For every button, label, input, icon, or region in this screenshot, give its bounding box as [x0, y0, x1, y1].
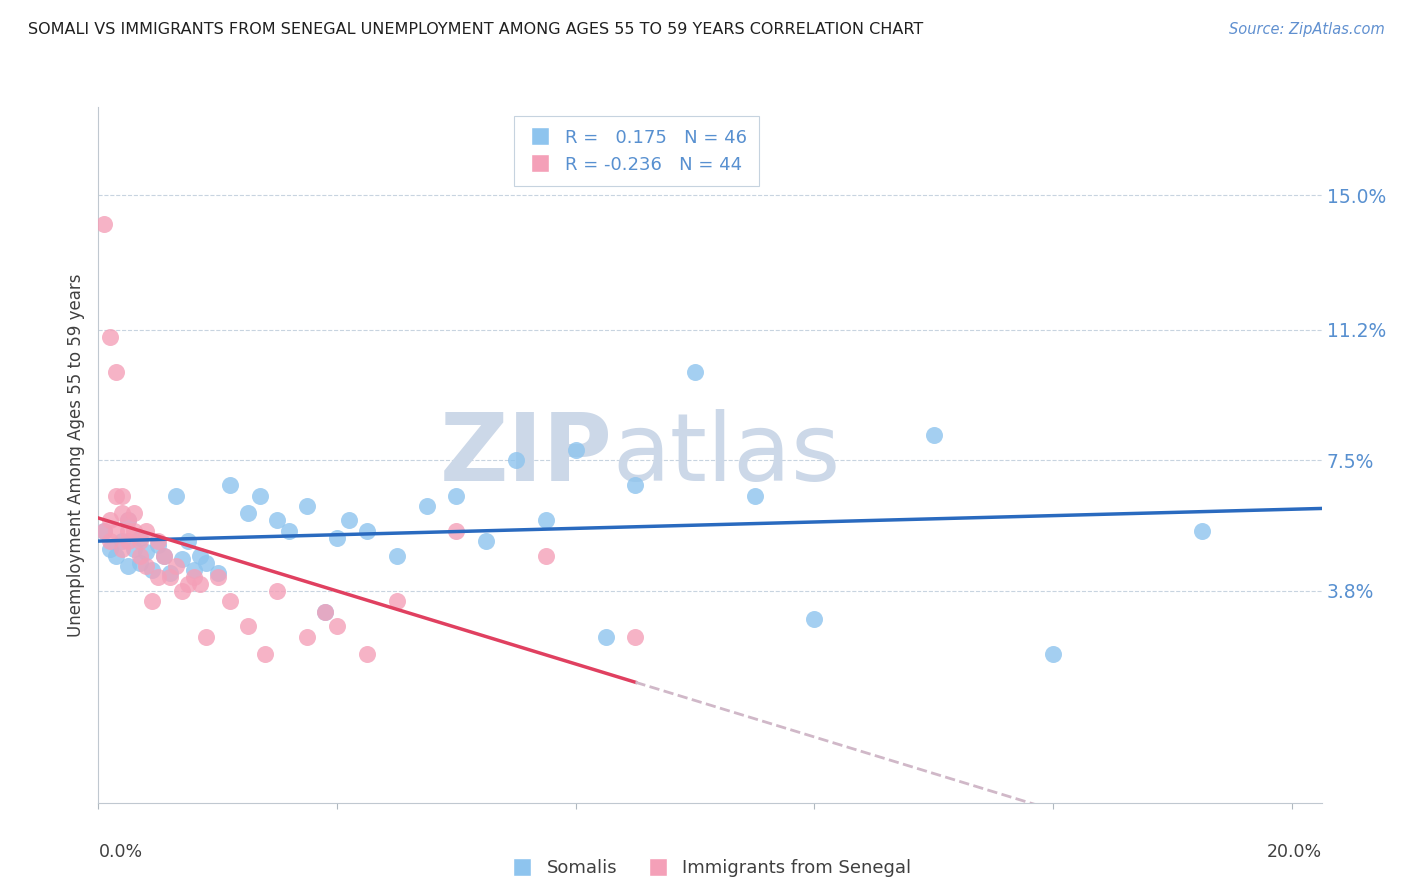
Point — [122, 506, 145, 520]
Point — [297, 630, 319, 644]
Point — [188, 549, 211, 563]
Point — [111, 534, 134, 549]
Point — [183, 570, 205, 584]
Text: 20.0%: 20.0% — [1267, 843, 1322, 861]
Point — [117, 524, 139, 538]
Point — [266, 583, 288, 598]
Point — [207, 570, 229, 584]
Point — [683, 365, 706, 379]
Point — [565, 442, 588, 457]
Point — [170, 583, 193, 598]
Point — [326, 619, 349, 633]
Point — [129, 531, 152, 545]
Point — [177, 577, 200, 591]
Point — [236, 619, 259, 633]
Point — [194, 556, 217, 570]
Point — [803, 612, 825, 626]
Point — [135, 559, 157, 574]
Point — [135, 524, 157, 538]
Point — [356, 524, 378, 538]
Point — [385, 549, 408, 563]
Point — [146, 538, 169, 552]
Point — [385, 594, 408, 608]
Point — [98, 329, 121, 343]
Point — [98, 541, 121, 556]
Point — [218, 594, 240, 608]
Point — [415, 499, 437, 513]
Point — [624, 478, 647, 492]
Point — [122, 524, 145, 538]
Point — [117, 513, 139, 527]
Point — [254, 648, 277, 662]
Point — [595, 630, 617, 644]
Point — [159, 570, 181, 584]
Text: atlas: atlas — [612, 409, 841, 501]
Point — [1191, 524, 1213, 538]
Point — [218, 478, 240, 492]
Point — [314, 605, 336, 619]
Point — [129, 534, 152, 549]
Point — [177, 534, 200, 549]
Point — [117, 559, 139, 574]
Point — [93, 524, 115, 538]
Point — [278, 524, 301, 538]
Point — [624, 630, 647, 644]
Point — [1042, 648, 1064, 662]
Point — [314, 605, 336, 619]
Point — [159, 566, 181, 581]
Legend: Somalis, Immigrants from Senegal: Somalis, Immigrants from Senegal — [502, 852, 918, 884]
Text: ZIP: ZIP — [439, 409, 612, 501]
Point — [446, 489, 468, 503]
Point — [188, 577, 211, 591]
Point — [141, 563, 163, 577]
Point — [111, 506, 134, 520]
Point — [356, 648, 378, 662]
Point — [534, 513, 557, 527]
Point — [326, 531, 349, 545]
Point — [153, 549, 176, 563]
Point — [117, 513, 139, 527]
Point — [146, 570, 169, 584]
Point — [207, 566, 229, 581]
Point — [475, 534, 498, 549]
Point — [297, 499, 319, 513]
Point — [249, 489, 271, 503]
Point — [98, 513, 121, 527]
Y-axis label: Unemployment Among Ages 55 to 59 years: Unemployment Among Ages 55 to 59 years — [66, 273, 84, 637]
Point — [111, 489, 134, 503]
Point — [111, 541, 134, 556]
Point — [105, 489, 128, 503]
Point — [194, 630, 217, 644]
Point — [122, 541, 145, 556]
Text: SOMALI VS IMMIGRANTS FROM SENEGAL UNEMPLOYMENT AMONG AGES 55 TO 59 YEARS CORRELA: SOMALI VS IMMIGRANTS FROM SENEGAL UNEMPL… — [28, 22, 924, 37]
Point — [141, 594, 163, 608]
Text: 0.0%: 0.0% — [98, 843, 142, 861]
Point — [105, 365, 128, 379]
Point — [117, 534, 139, 549]
Point — [236, 506, 259, 520]
Point — [922, 428, 945, 442]
Point — [98, 534, 121, 549]
Point — [170, 552, 193, 566]
Text: Source: ZipAtlas.com: Source: ZipAtlas.com — [1229, 22, 1385, 37]
Point — [744, 489, 766, 503]
Point — [146, 534, 169, 549]
Point — [505, 453, 527, 467]
Point — [446, 524, 468, 538]
Point — [165, 489, 187, 503]
Point — [337, 513, 360, 527]
Point — [129, 549, 152, 563]
Point — [266, 513, 288, 527]
Point — [534, 549, 557, 563]
Point — [153, 549, 176, 563]
Point — [135, 545, 157, 559]
Point — [93, 217, 115, 231]
Point — [183, 563, 205, 577]
Point — [105, 524, 128, 538]
Point — [129, 556, 152, 570]
Point — [105, 549, 128, 563]
Point — [165, 559, 187, 574]
Point — [93, 524, 115, 538]
